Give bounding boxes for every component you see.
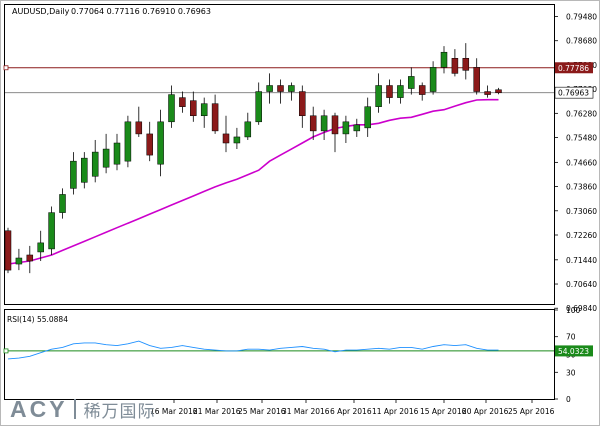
candle-body [320,115,328,132]
price-levels: 0.77786 0.76963 [3,62,594,99]
candle-body [190,100,197,117]
price-tick-label: 0.73060 [566,207,597,216]
candle-body [397,85,404,98]
candle-body [386,85,393,98]
candle-body [26,254,34,262]
candle-body [168,94,175,123]
candle-body [102,148,110,168]
candle-body [59,194,66,213]
rsi-level-label: 54.0323 [558,347,589,356]
candle-body [429,67,437,92]
resistance-price-label: 0.77786 [558,64,589,73]
candle-body [353,124,361,132]
candle-body [309,115,317,132]
candle-body [37,242,44,253]
candle-body [342,121,350,135]
resistance-line-handle [3,65,9,71]
candle-body [266,85,273,92]
resistance-price-tag [555,62,593,74]
watermark-chinese: 稀万国际 [83,401,156,421]
candle-body [211,103,219,132]
candle-body [451,58,459,74]
candle-body [81,157,88,183]
rsi-level-handle [3,348,9,354]
candle-body [200,103,208,117]
rsi-tick-label: 0 [566,395,571,404]
candle-body [233,136,241,144]
candle-body [418,85,426,95]
candle-body [157,121,164,165]
price-tick-label: 0.72260 [566,231,597,240]
candle-body [473,67,480,92]
candle-body [299,91,306,117]
rsi-pane [4,309,555,400]
candle-body [495,89,502,94]
candle-body [408,76,415,89]
candle-body [244,121,252,138]
candle-body [462,58,470,71]
candle-body [135,121,143,135]
price-tick-label: 0.74660 [566,158,597,167]
rsi-tick-label: 100 [566,306,581,315]
price-axis: 0.794800.786800.778800.770800.762800.754… [554,13,597,313]
price-pane [4,4,555,305]
price-tick-label: 0.69840 [566,304,597,313]
candle-body [288,85,295,92]
candle-body [4,230,12,271]
candle-body [440,51,448,68]
candle-body [70,160,77,189]
watermark-logo: ACY 稀万国际 [10,396,156,422]
rsi-line [7,340,499,360]
price-tick-label: 0.70640 [566,280,597,289]
candle-body [146,133,153,156]
candles [4,43,502,274]
candle-body [484,91,491,95]
price-tick-label: 0.76280 [566,109,597,118]
candle-body [124,121,132,162]
rsi-tick-label: 70 [566,333,576,342]
current-price-tag [554,86,594,99]
price-tick-label: 0.73860 [566,183,597,192]
candle-body [113,142,121,165]
candle-body [364,106,371,129]
candle-body [48,212,55,250]
candle-body [15,257,23,265]
price-tick-label: 0.75480 [566,134,597,143]
date-tick-label: 25 Apr 2016 [508,407,555,416]
date-tick-label: 11 Apr 2016 [372,407,419,416]
candle-body [277,85,284,92]
rsi-level-tag [555,345,593,357]
watermark-divider [73,399,76,419]
chart-symbol: AUDUSD,Daily [12,7,70,16]
date-tick-label: 20 Apr 2016 [462,407,509,416]
watermark-brand: ACY [10,395,68,422]
rsi-tick-label: 30 [566,368,576,377]
candle-body [222,133,230,144]
price-tick-label: 0.79480 [566,13,597,22]
date-tick-label: 6 Apr 2016 [330,407,372,416]
date-tick-label: 16 Mar 2016 [150,407,198,416]
date-tick-label: 31 Mar 2016 [282,407,330,416]
candle-body [91,151,99,177]
date-tick-label: 21 Mar 2016 [193,407,241,416]
date-tick-label: 25 Mar 2016 [238,407,286,416]
chart-ohlc: 0.77064 0.77116 0.76910 0.76963 [71,7,211,16]
candle-body [255,91,262,123]
price-tick-label: 0.78680 [566,37,597,46]
current-price-label: 0.76963 [558,89,589,98]
rsi-label: RSI(14) 55.0884 [7,315,68,324]
moving-average-line [7,98,499,265]
rsi-levels: 54.0323 [3,345,593,357]
price-tick-label: 0.71440 [566,256,597,265]
candle-body [179,97,186,107]
candle-body [331,115,339,135]
candle-body [375,85,382,107]
date-tick-label: 15 Apr 2016 [420,407,467,416]
